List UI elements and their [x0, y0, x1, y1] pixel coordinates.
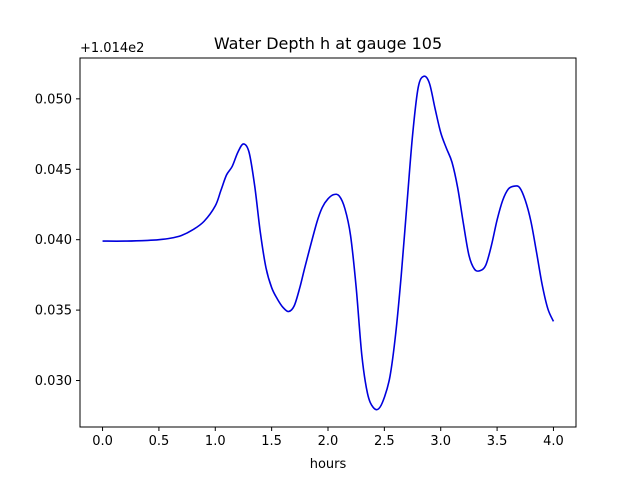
x-axis-label: hours: [310, 457, 347, 472]
y-tick-label: 0.030: [35, 374, 72, 389]
y-tick-label: 0.035: [35, 304, 72, 319]
x-tick-label: 1.5: [261, 434, 282, 449]
x-tick-label: 3.0: [430, 434, 451, 449]
chart-title: Water Depth h at gauge 105: [214, 34, 442, 53]
x-axis-ticks: 0.0 0.5 1.0 1.5 2.0 2.5 3.0 3.5 4.0: [92, 427, 564, 449]
x-tick-label: 2.5: [374, 434, 395, 449]
y-axis-ticks: 0.030 0.035 0.040 0.045 0.050: [35, 92, 80, 389]
y-tick-label: 0.050: [35, 92, 72, 107]
plot-series: [102, 75, 555, 411]
y-offset-label: +1.014e2: [80, 41, 144, 56]
series-line: [102, 75, 555, 411]
x-tick-label: 0.5: [149, 434, 170, 449]
y-tick-label: 0.045: [35, 163, 72, 178]
x-tick-label: 0.0: [92, 434, 113, 449]
x-tick-label: 1.0: [205, 434, 226, 449]
x-tick-label: 4.0: [543, 434, 564, 449]
plot-frame: [79, 57, 577, 428]
x-tick-label: 3.5: [487, 434, 508, 449]
x-tick-label: 2.0: [318, 434, 339, 449]
y-tick-label: 0.040: [35, 233, 72, 248]
